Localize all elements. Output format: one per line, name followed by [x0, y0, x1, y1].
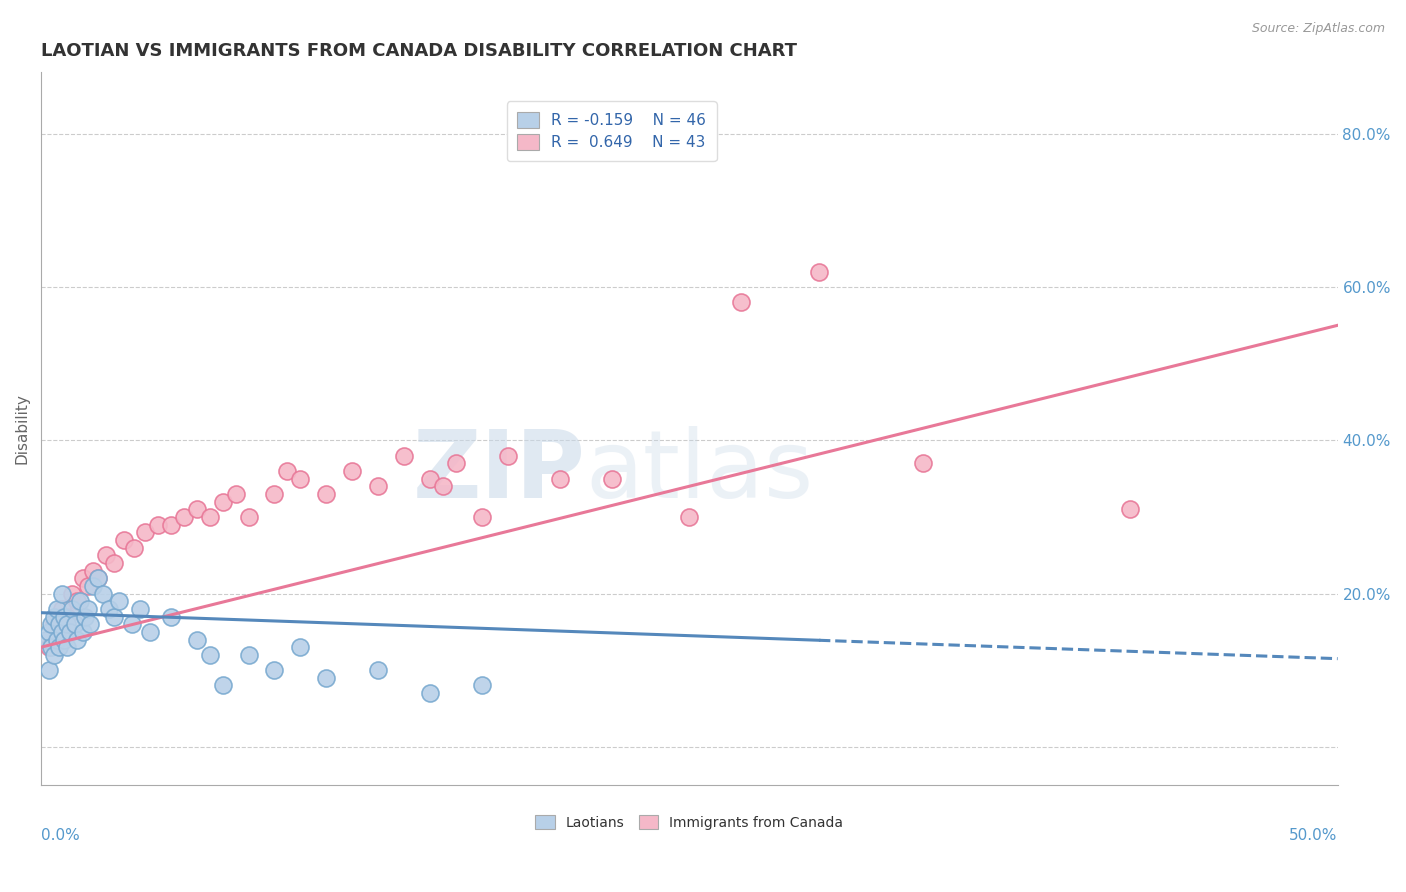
- Text: ZIP: ZIP: [413, 425, 586, 517]
- Point: [42, 609, 65, 624]
- Point: [72, 624, 94, 639]
- Point: [290, 472, 312, 486]
- Point: [93, 586, 115, 600]
- Text: Source: ZipAtlas.com: Source: ZipAtlas.com: [1251, 22, 1385, 36]
- Point: [76, 602, 98, 616]
- Point: [53, 632, 76, 647]
- Point: [124, 541, 146, 555]
- Point: [263, 487, 285, 501]
- Point: [45, 624, 67, 639]
- Point: [496, 449, 519, 463]
- Point: [66, 594, 89, 608]
- Point: [108, 594, 131, 608]
- Point: [548, 472, 571, 486]
- Point: [79, 617, 101, 632]
- Point: [51, 586, 73, 600]
- Point: [211, 494, 233, 508]
- Legend: Laotians, Immigrants from Canada: Laotians, Immigrants from Canada: [530, 809, 849, 835]
- Point: [128, 602, 150, 616]
- Point: [38, 624, 60, 639]
- Point: [112, 533, 135, 547]
- Text: 0.0%: 0.0%: [41, 828, 80, 843]
- Point: [94, 548, 117, 562]
- Point: [263, 663, 285, 677]
- Point: [45, 632, 67, 647]
- Point: [159, 517, 181, 532]
- Point: [63, 617, 86, 632]
- Point: [35, 632, 58, 647]
- Point: [45, 602, 67, 616]
- Point: [48, 617, 70, 632]
- Point: [48, 640, 70, 655]
- Point: [75, 609, 97, 624]
- Point: [51, 624, 73, 639]
- Point: [76, 579, 98, 593]
- Point: [392, 449, 415, 463]
- Point: [159, 609, 181, 624]
- Point: [69, 594, 91, 608]
- Y-axis label: Disability: Disability: [15, 393, 30, 464]
- Point: [41, 617, 63, 632]
- Point: [238, 509, 260, 524]
- Point: [56, 617, 79, 632]
- Point: [38, 663, 60, 677]
- Point: [87, 571, 110, 585]
- Text: 50.0%: 50.0%: [1289, 828, 1337, 843]
- Point: [42, 617, 65, 632]
- Point: [342, 464, 364, 478]
- Point: [121, 617, 143, 632]
- Point: [66, 632, 89, 647]
- Point: [367, 479, 389, 493]
- Point: [186, 632, 208, 647]
- Point: [238, 648, 260, 662]
- Point: [419, 686, 441, 700]
- Point: [198, 648, 221, 662]
- Point: [59, 624, 82, 639]
- Point: [808, 265, 831, 279]
- Point: [290, 640, 312, 655]
- Point: [419, 472, 441, 486]
- Point: [134, 525, 156, 540]
- Point: [1119, 502, 1142, 516]
- Point: [276, 464, 298, 478]
- Point: [315, 487, 337, 501]
- Point: [72, 571, 94, 585]
- Point: [146, 517, 169, 532]
- Text: atlas: atlas: [586, 425, 814, 517]
- Point: [82, 579, 104, 593]
- Point: [911, 456, 934, 470]
- Point: [87, 571, 110, 585]
- Point: [82, 564, 104, 578]
- Text: LAOTIAN VS IMMIGRANTS FROM CANADA DISABILITY CORRELATION CHART: LAOTIAN VS IMMIGRANTS FROM CANADA DISABI…: [41, 42, 797, 60]
- Point: [56, 609, 79, 624]
- Point: [225, 487, 247, 501]
- Point: [432, 479, 454, 493]
- Point: [211, 678, 233, 692]
- Point: [51, 602, 73, 616]
- Point: [186, 502, 208, 516]
- Point: [42, 648, 65, 662]
- Point: [97, 602, 120, 616]
- Point: [315, 671, 337, 685]
- Point: [139, 624, 162, 639]
- Point: [198, 509, 221, 524]
- Point: [471, 678, 494, 692]
- Point: [444, 456, 467, 470]
- Point: [60, 602, 83, 616]
- Point: [103, 609, 125, 624]
- Point: [53, 609, 76, 624]
- Point: [173, 509, 195, 524]
- Point: [367, 663, 389, 677]
- Point: [60, 586, 83, 600]
- Point: [730, 295, 752, 310]
- Point: [678, 509, 700, 524]
- Point: [471, 509, 494, 524]
- Point: [56, 640, 79, 655]
- Point: [38, 640, 60, 655]
- Point: [103, 556, 125, 570]
- Point: [600, 472, 623, 486]
- Point: [41, 640, 63, 655]
